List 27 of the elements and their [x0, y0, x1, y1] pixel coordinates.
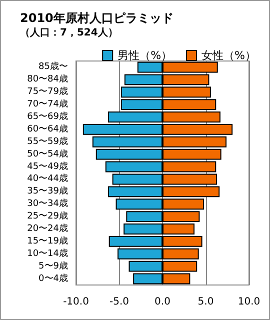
y-tick-label: 20〜24歳	[27, 223, 68, 234]
y-tick-label: 80〜84歳	[27, 74, 68, 85]
y-tick-label: 75〜79歳	[27, 86, 68, 98]
y-tick-label: 10〜14歳	[27, 248, 68, 259]
legend-label: 男性（%）	[118, 49, 172, 62]
chart-title: 2010年原村人口ピラミッド	[20, 11, 174, 25]
y-tick-label: 25〜29歳	[27, 210, 68, 222]
y-tick-label: 35〜39歳	[27, 186, 68, 197]
y-tick-label: 60〜64歳	[27, 123, 68, 134]
y-tick-label: 15〜19歳	[27, 235, 68, 246]
legend-label: 女性（%）	[202, 49, 256, 62]
y-tick-label: 50〜54歳	[27, 148, 68, 160]
y-tick-label: 30〜34歳	[27, 198, 68, 210]
y-tick-label: 70〜74歳	[27, 98, 68, 110]
y-tick-label: 0〜4歳	[38, 272, 68, 284]
x-tick-label: 0.0	[154, 296, 170, 308]
chart-subtitle: （人口：7，524人）	[20, 26, 118, 38]
y-tick-label: 5〜9歳	[38, 260, 68, 272]
y-tick-label: 45〜49歳	[27, 160, 68, 172]
x-tick-label: 5.0	[198, 296, 214, 308]
y-tick-label: 85歳〜	[38, 61, 68, 72]
y-tick-label: 55〜59歳	[27, 136, 68, 147]
y-tick-label: 40〜44歳	[27, 173, 68, 184]
x-tick-label: 10.0	[238, 296, 260, 308]
x-tick-label: -10.0	[63, 296, 89, 308]
y-tick-label: 65〜69歳	[27, 111, 68, 122]
x-tick-label: -5.0	[109, 296, 130, 308]
